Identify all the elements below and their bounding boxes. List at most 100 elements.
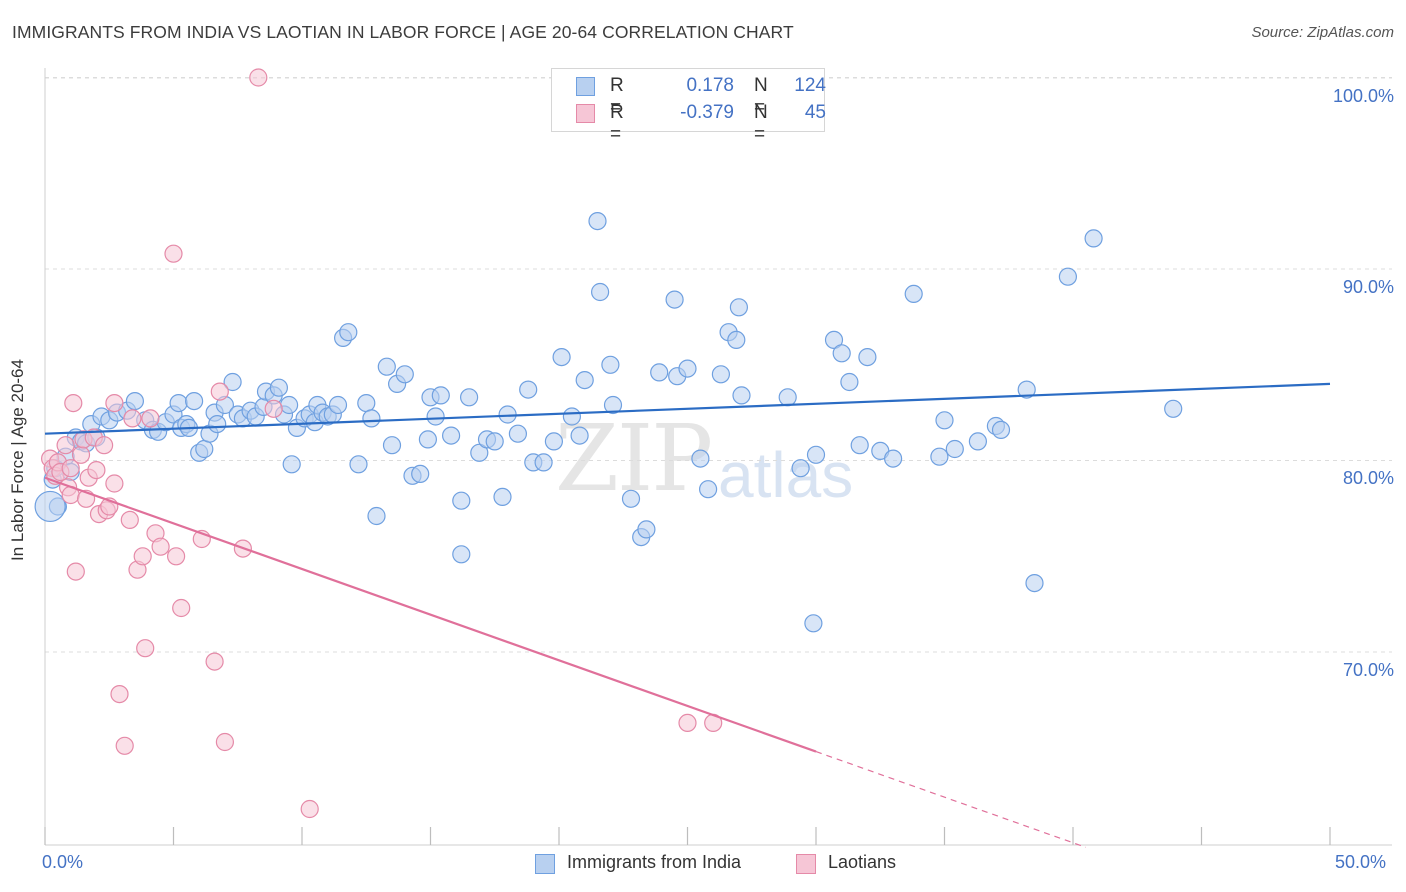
laotian-point <box>215 732 234 752</box>
india-point <box>850 436 869 455</box>
india-point <box>452 545 471 564</box>
y-tick-label-70: 70.0% <box>1342 660 1394 680</box>
india-point <box>470 443 489 462</box>
india-point <box>601 355 620 374</box>
laotian-point <box>123 409 142 428</box>
laotian-point <box>66 562 85 581</box>
india-point <box>280 395 299 415</box>
india-point <box>460 388 479 407</box>
india-point <box>698 480 718 499</box>
india-point <box>832 344 851 363</box>
x-tick-label-max: 50.0% <box>1335 852 1387 872</box>
india-n-value: 124 <box>794 75 826 96</box>
india-point <box>1084 229 1103 248</box>
laotian-point <box>120 510 139 530</box>
india-point <box>935 411 954 430</box>
x-tick-label-min: 0.0% <box>42 852 84 872</box>
india-point <box>339 323 358 342</box>
india-point <box>562 407 582 426</box>
india-point <box>930 447 949 466</box>
india-point <box>362 409 381 428</box>
india-point <box>791 459 810 478</box>
india-point <box>431 386 450 405</box>
india-point <box>588 212 607 231</box>
laotian-r-value: -0.379 <box>680 102 734 123</box>
india-point <box>367 506 386 526</box>
india-point <box>991 420 1011 439</box>
india-point <box>395 365 414 384</box>
laotian-point <box>249 68 268 87</box>
india-point <box>328 395 348 415</box>
india-point <box>590 282 610 302</box>
india-point <box>485 432 504 451</box>
india-point <box>426 407 445 426</box>
india-point <box>858 348 877 367</box>
india-point <box>223 372 242 392</box>
india-point <box>552 348 571 367</box>
india-point <box>824 330 844 349</box>
india-point <box>570 426 589 445</box>
india-point <box>452 491 471 510</box>
india-point <box>603 395 623 415</box>
gridlines <box>45 77 1392 653</box>
india-point <box>806 445 826 464</box>
india-swatch <box>576 77 595 96</box>
laotian-point <box>133 547 152 566</box>
india-point <box>804 614 823 633</box>
india-point <box>904 284 923 303</box>
india-point <box>269 378 288 397</box>
india-point <box>411 464 430 483</box>
laotian-point <box>105 394 124 413</box>
chart-title: IMMIGRANTS FROM INDIA VS LAOTIAN IN LABO… <box>12 22 794 42</box>
india-point <box>208 415 227 434</box>
laotian-point <box>105 474 124 493</box>
laotian-point <box>136 639 155 658</box>
india-point <box>493 487 512 506</box>
india-point <box>534 453 553 472</box>
india-point <box>691 449 710 468</box>
india-point <box>125 392 144 411</box>
india-point <box>282 455 301 474</box>
laotian-point <box>151 537 170 556</box>
laotian-point <box>56 436 75 455</box>
laotian-point <box>205 652 224 671</box>
laotian-legend-label: Laotians <box>828 852 897 872</box>
india-point <box>621 489 641 508</box>
r-label: R = <box>610 75 624 118</box>
india-point <box>778 388 797 407</box>
india-point <box>968 432 988 451</box>
india-r-value: 0.178 <box>686 75 734 96</box>
india-point <box>544 432 564 451</box>
laotian-legend-swatch <box>796 854 816 874</box>
india-trend-line <box>44 382 1331 435</box>
india-point <box>678 359 697 378</box>
india-point <box>357 394 376 413</box>
india-point <box>883 449 903 468</box>
laotian-point <box>264 399 283 418</box>
laotian-point <box>678 713 697 733</box>
india-point <box>732 386 751 405</box>
laotian-point <box>64 394 83 413</box>
india-point <box>727 330 746 349</box>
india-point <box>349 455 368 474</box>
india-point <box>195 439 214 459</box>
laotian-point <box>210 382 229 401</box>
n-label: N = <box>754 102 768 145</box>
laotian-point <box>110 684 129 704</box>
india-point <box>665 290 684 309</box>
india-point <box>377 357 396 376</box>
n-label: N = <box>754 75 768 118</box>
india-point <box>575 371 594 390</box>
india-point <box>1058 267 1078 286</box>
laotian-n-value: 45 <box>804 102 826 123</box>
trend-lines <box>44 382 1331 848</box>
india-point <box>519 380 538 399</box>
laotian-point <box>61 459 80 478</box>
india-point <box>840 372 859 392</box>
india-point <box>169 394 188 413</box>
india-point <box>1164 399 1183 418</box>
watermark-atlas: atlas <box>718 439 854 511</box>
india-point <box>185 392 204 411</box>
india-point <box>508 424 528 443</box>
